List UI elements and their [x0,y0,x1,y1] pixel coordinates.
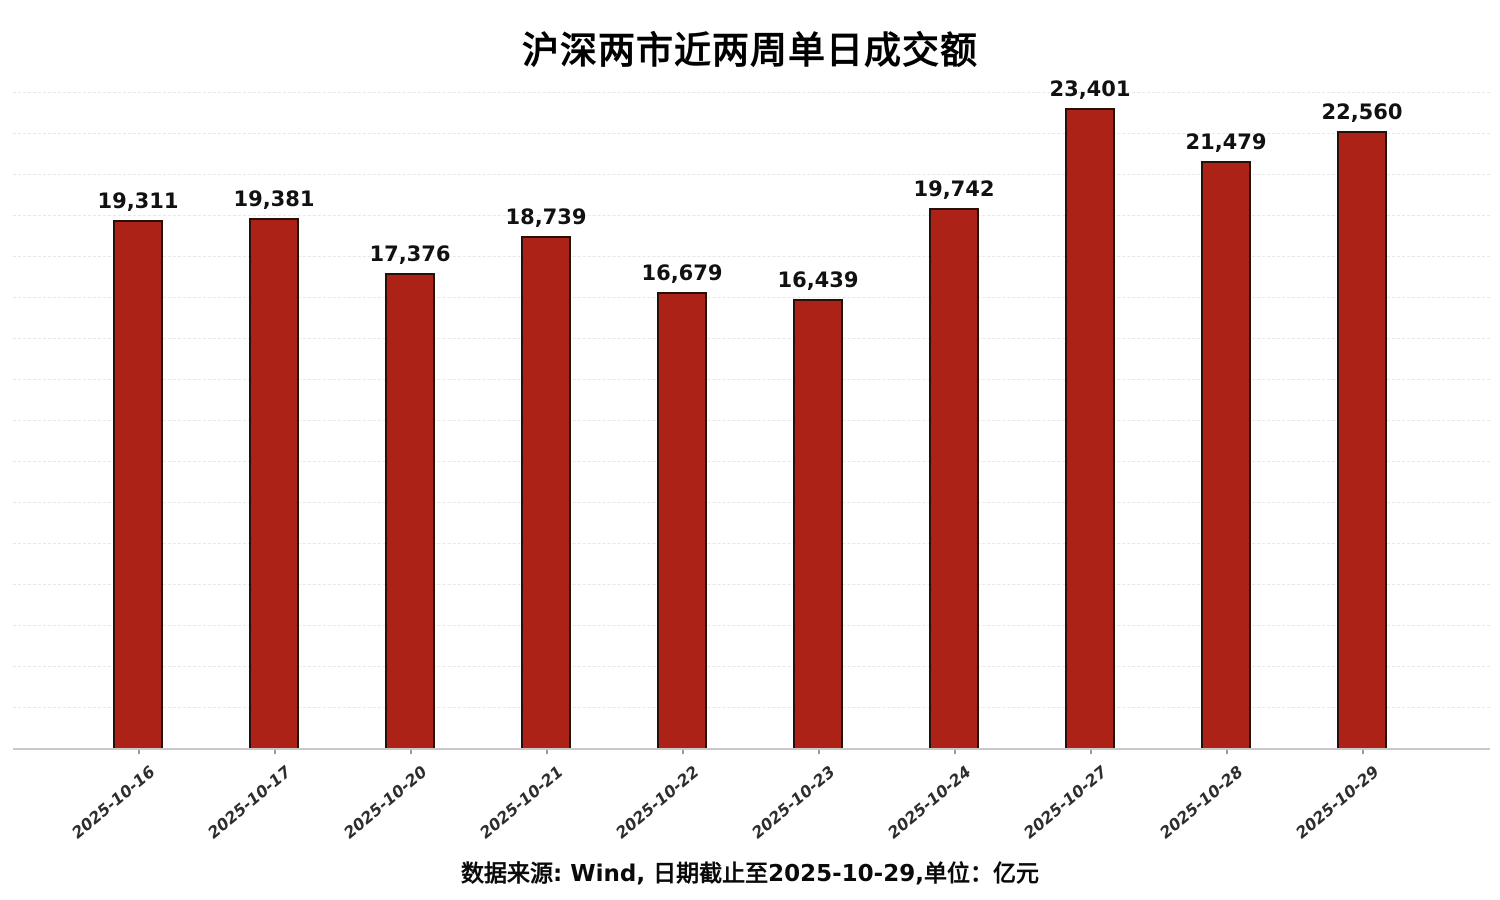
chart-title: 沪深两市近两周单日成交额 [522,29,978,72]
bar-value-label: 23,401 [1049,77,1131,102]
x-tick-label: 2025-10-22 [611,762,703,843]
x-axis-tick [410,748,412,754]
gridline [13,625,1490,626]
x-axis-tick [818,748,820,754]
bar [1065,108,1115,748]
bar-value-label: 16,439 [777,267,859,292]
x-axis-line [13,748,1490,750]
bar [521,235,571,748]
x-tick-label: 2025-10-28 [1155,762,1247,843]
bar [793,298,843,748]
gridline [13,174,1490,175]
gridline [13,420,1490,421]
gridline [13,584,1490,585]
x-axis-tick [546,748,548,754]
bar-value-label: 22,560 [1321,100,1403,125]
gridline [13,461,1490,462]
bar [113,220,163,748]
gridline [13,379,1490,380]
gridline [13,297,1490,298]
x-axis-tick [1362,748,1364,754]
bar [657,292,707,748]
x-tick-label: 2025-10-17 [203,762,295,843]
bar [1201,160,1251,748]
gridline [13,92,1490,93]
x-axis-tick [1090,748,1092,754]
x-tick-label: 2025-10-27 [1019,762,1111,843]
bar-value-label: 19,311 [97,189,179,214]
chart-source-note: 数据来源: Wind, 日期截止至2025-10-29,单位：亿元 [461,861,1039,887]
bar-value-label: 17,376 [369,242,451,267]
gridline [13,338,1490,339]
x-axis-tick [138,748,140,754]
x-axis-tick [274,748,276,754]
x-tick-label: 2025-10-23 [747,762,839,843]
x-axis-tick [1226,748,1228,754]
x-tick-label: 2025-10-21 [475,762,567,843]
bar-value-label: 16,679 [641,261,723,286]
x-axis-tick [682,748,684,754]
gridline [13,502,1490,503]
bar-value-label: 18,739 [505,204,587,229]
bar [385,273,435,748]
x-tick-label: 2025-10-24 [883,762,975,843]
gridline [13,215,1490,216]
x-tick-label: 2025-10-20 [339,762,431,843]
bar-value-label: 19,742 [913,177,995,202]
bar-value-label: 21,479 [1185,129,1267,154]
bar [249,218,299,748]
x-tick-label: 2025-10-29 [1291,762,1383,843]
gridline [13,256,1490,257]
gridline [13,133,1490,134]
bar [929,208,979,748]
bar [1337,131,1387,748]
gridline [13,666,1490,667]
x-axis-tick [954,748,956,754]
x-tick-label: 2025-10-16 [67,762,159,843]
gridline [13,707,1490,708]
bar-value-label: 19,381 [233,187,315,212]
gridline [13,543,1490,544]
